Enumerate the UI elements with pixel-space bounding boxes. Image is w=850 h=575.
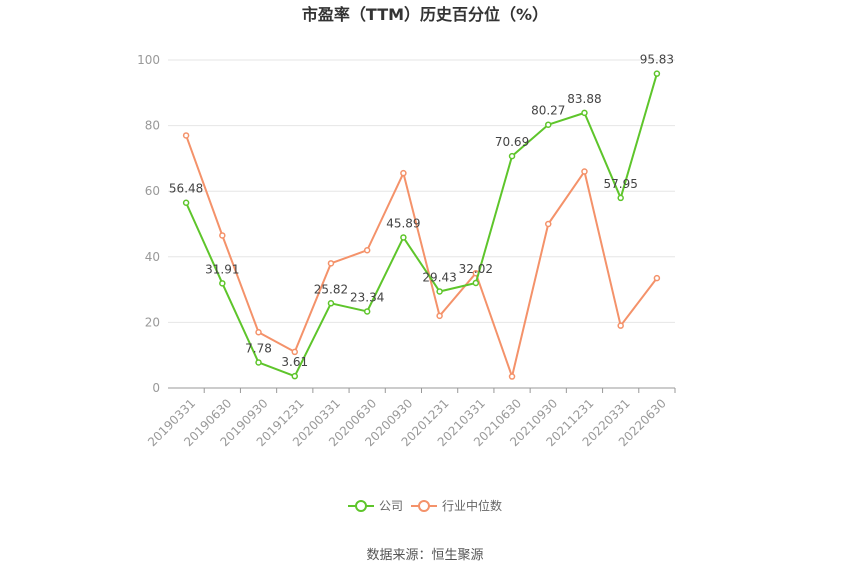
y-tick-label: 0 bbox=[152, 381, 160, 395]
chart-title: 市盈率（TTM）历史百分位（%） bbox=[302, 5, 548, 24]
data-point bbox=[472, 279, 480, 287]
data-point bbox=[617, 194, 624, 202]
data-label: 83.88 bbox=[567, 92, 601, 106]
y-axis: 0 20 40 60 80 100 bbox=[137, 53, 160, 395]
data-label: 57.95 bbox=[603, 177, 637, 191]
y-tick-label: 80 bbox=[145, 119, 160, 133]
data-point bbox=[363, 246, 371, 254]
data-label: 95.83 bbox=[640, 53, 674, 67]
data-point bbox=[291, 348, 298, 356]
y-tick-label: 100 bbox=[137, 53, 160, 67]
series-layer bbox=[182, 70, 661, 380]
data-point bbox=[508, 152, 516, 160]
data-point bbox=[545, 121, 552, 128]
y-tick-label: 20 bbox=[145, 315, 160, 329]
data-point bbox=[219, 232, 226, 239]
data-point bbox=[617, 322, 624, 329]
data-point bbox=[219, 280, 226, 287]
data-point bbox=[581, 109, 588, 117]
legend-item: 公司 bbox=[348, 499, 403, 513]
data-point bbox=[653, 70, 661, 77]
y-tick-label: 40 bbox=[145, 250, 160, 264]
data-point bbox=[653, 274, 661, 282]
data-point bbox=[182, 132, 190, 139]
data-label: 56.48 bbox=[169, 182, 203, 196]
data-point bbox=[291, 372, 298, 380]
data-point bbox=[436, 312, 443, 320]
y-tick-label: 60 bbox=[145, 184, 160, 198]
data-point bbox=[400, 169, 407, 177]
data-point bbox=[436, 288, 443, 295]
legend-label: 公司 bbox=[379, 499, 403, 513]
legend-label: 行业中位数 bbox=[442, 498, 502, 513]
data-label: 31.91 bbox=[205, 262, 239, 276]
data-label: 80.27 bbox=[531, 104, 565, 118]
data-label: 70.69 bbox=[495, 135, 529, 149]
data-point bbox=[255, 359, 262, 366]
data-label: 25.82 bbox=[314, 282, 348, 296]
legend-item: 行业中位数 bbox=[411, 498, 502, 513]
data-label: 29.43 bbox=[422, 270, 456, 284]
data-label: 23.34 bbox=[350, 290, 384, 304]
data-point bbox=[545, 220, 552, 228]
data-label: 45.89 bbox=[386, 216, 420, 230]
data-point bbox=[327, 260, 335, 267]
data-point bbox=[400, 234, 407, 241]
data-label: 32.02 bbox=[459, 262, 493, 276]
series-line-company bbox=[185, 73, 658, 378]
data-point bbox=[508, 373, 516, 380]
legend: 公司 行业中位数 bbox=[348, 498, 502, 513]
data-point bbox=[255, 328, 262, 336]
series-line-industry-median bbox=[185, 135, 658, 378]
data-point bbox=[581, 168, 588, 175]
legend-swatch-marker bbox=[418, 500, 430, 512]
data-point bbox=[363, 308, 371, 315]
x-axis: 2019033120190630201909302019123120200331… bbox=[145, 387, 676, 449]
data-point bbox=[182, 199, 190, 206]
legend-swatch-marker bbox=[355, 500, 367, 512]
source-note: 数据来源：恒生聚源 bbox=[366, 548, 483, 563]
data-label: 3.61 bbox=[281, 355, 308, 369]
data-label: 7.78 bbox=[245, 341, 272, 355]
data-point bbox=[327, 300, 335, 307]
